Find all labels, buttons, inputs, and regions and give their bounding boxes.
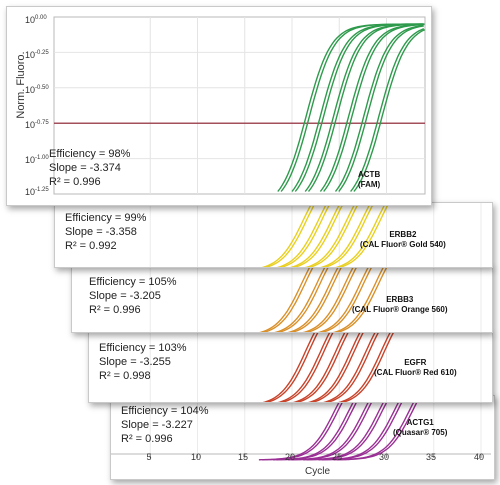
- amplification-curve: [259, 266, 312, 332]
- r2-label: R² = 0.996: [89, 304, 141, 316]
- r2-label: R² = 0.996: [49, 176, 101, 188]
- dye-name: (Quasar® 705): [393, 428, 448, 437]
- amplification-curve: [265, 332, 319, 402]
- efficiency-label: Efficiency = 105%: [89, 276, 177, 288]
- y-tick-label: 100.00: [25, 15, 47, 25]
- amplification-curve: [336, 396, 422, 461]
- slope-label: Slope = -3.374: [49, 162, 121, 174]
- amplification-curve: [264, 203, 316, 267]
- amplification-curve: [279, 203, 332, 267]
- gene-name: ERBB3: [386, 295, 414, 304]
- amplification-curve: [262, 332, 316, 402]
- chart-panel-erbb3: Efficiency = 105% Slope = -3.205 R² = 0.…: [71, 265, 493, 333]
- r2-label: R² = 0.996: [121, 433, 173, 445]
- amplification-curve: [277, 332, 331, 402]
- chart-panel-actb: Norm. Fluoro. 100.00 10-0.25 10-0.50 10-…: [6, 6, 432, 206]
- r2-label: R² = 0.992: [65, 240, 117, 252]
- efficiency-label: Efficiency = 103%: [99, 342, 187, 354]
- gene-name: ACTB: [358, 170, 381, 179]
- y-tick-label: 10-0.50: [25, 85, 49, 95]
- gene-label-erbb3: ERBB3 (CAL Fluor® Orange 560): [352, 295, 448, 315]
- amplification-curve: [276, 203, 328, 267]
- x-tick-label: 40: [473, 452, 484, 462]
- amplification-curve: [288, 396, 373, 461]
- amplification-curve: [338, 25, 424, 192]
- gene-name: EGFR: [404, 358, 427, 367]
- amplification-curve: [280, 332, 335, 402]
- gene-name: ACTG1: [406, 418, 434, 427]
- amplification-plot-erbb3: [149, 266, 482, 332]
- efficiency-label: Efficiency = 99%: [65, 212, 147, 224]
- x-tick-label: 5: [146, 452, 152, 462]
- dye-name: (CAL Fluor® Orange 560): [352, 305, 448, 314]
- amplification-curve: [261, 203, 313, 267]
- amplification-curve: [277, 266, 330, 332]
- stats-erbb3: Efficiency = 105% Slope = -3.205 R² = 0.…: [89, 275, 177, 317]
- amplification-plot-egfr: [149, 332, 482, 402]
- amplification-curve: [303, 396, 388, 461]
- stats-erbb2: Efficiency = 99% Slope = -3.358 R² = 0.9…: [65, 211, 146, 253]
- amplification-curve: [262, 266, 315, 332]
- x-axis-label: Cycle: [305, 466, 331, 477]
- amplification-plot-actb: [53, 16, 426, 195]
- amplification-curve: [291, 396, 376, 461]
- gene-label-actg1: ACTG1 (Quasar® 705): [393, 418, 447, 438]
- chart-panel-egfr: Efficiency = 103% Slope = -3.255 R² = 0.…: [88, 331, 493, 403]
- amplification-curve: [296, 332, 350, 402]
- amplification-curve: [334, 24, 423, 192]
- x-tick-label: 25: [331, 452, 342, 462]
- amplification-curve: [273, 396, 358, 461]
- amplification-curve: [306, 396, 391, 461]
- amplification-curve: [287, 266, 340, 332]
- y-tick-label: 10-1.25: [25, 187, 49, 197]
- x-tick-label: 20: [284, 452, 295, 462]
- gene-label-erbb2: ERBB2 (CAL Fluor® Gold 540): [360, 230, 446, 250]
- amplification-curve: [353, 29, 426, 192]
- amplification-curve: [323, 24, 423, 192]
- plot-area: [53, 16, 426, 195]
- y-tick-label: 10-0.75: [25, 120, 49, 130]
- amplification-curve: [293, 203, 345, 267]
- amplification-curve: [276, 396, 361, 461]
- amplification-curve: [321, 396, 406, 461]
- slope-label: Slope = -3.227: [121, 419, 193, 431]
- amplification-curve: [262, 396, 347, 461]
- gene-label-egfr: EGFR (CAL Fluor® Red 610): [374, 358, 457, 378]
- x-tick-label: 35: [425, 452, 436, 462]
- y-tick-label: 10-0.25: [25, 50, 49, 60]
- chart-panel-erbb2: Efficiency = 99% Slope = -3.358 R² = 0.9…: [54, 202, 493, 268]
- x-tick-label: 30: [378, 452, 389, 462]
- amplification-plot-erbb2: [149, 203, 482, 267]
- amplification-curve: [289, 203, 342, 267]
- amplification-curve: [350, 28, 425, 192]
- r2-label: R² = 0.998: [99, 370, 151, 382]
- dye-name: (CAL Fluor® Red 610): [374, 368, 457, 377]
- efficiency-label: Efficiency = 98%: [49, 148, 131, 160]
- slope-label: Slope = -3.255: [99, 356, 171, 368]
- gene-label-actb: ACTB (FAM): [358, 170, 380, 190]
- slope-label: Slope = -3.358: [65, 226, 137, 238]
- y-tick-label: 10-1.00: [25, 155, 49, 165]
- amplification-curve: [290, 266, 343, 332]
- stats-actg1: Efficiency = 104% Slope = -3.227 R² = 0.…: [121, 404, 209, 446]
- amplification-curve: [307, 23, 425, 192]
- amplification-curve: [292, 332, 346, 402]
- x-tick-label: 10: [190, 452, 201, 462]
- gene-name: ERBB2: [389, 230, 417, 239]
- slope-label: Slope = -3.205: [89, 290, 161, 302]
- stats-egfr: Efficiency = 103% Slope = -3.255 R² = 0.…: [99, 341, 187, 383]
- dye-name: (CAL Fluor® Gold 540): [360, 240, 446, 249]
- amplification-curve: [274, 266, 327, 332]
- chart-panel-actg1: Efficiency = 104% Slope = -3.227 R² = 0.…: [110, 395, 495, 480]
- dye-name: (FAM): [358, 180, 381, 189]
- amplification-curve: [258, 396, 344, 461]
- efficiency-label: Efficiency = 104%: [121, 405, 209, 417]
- stats-actb: Efficiency = 98% Slope = -3.374 R² = 0.9…: [49, 147, 130, 189]
- x-tick-label: 15: [237, 452, 248, 462]
